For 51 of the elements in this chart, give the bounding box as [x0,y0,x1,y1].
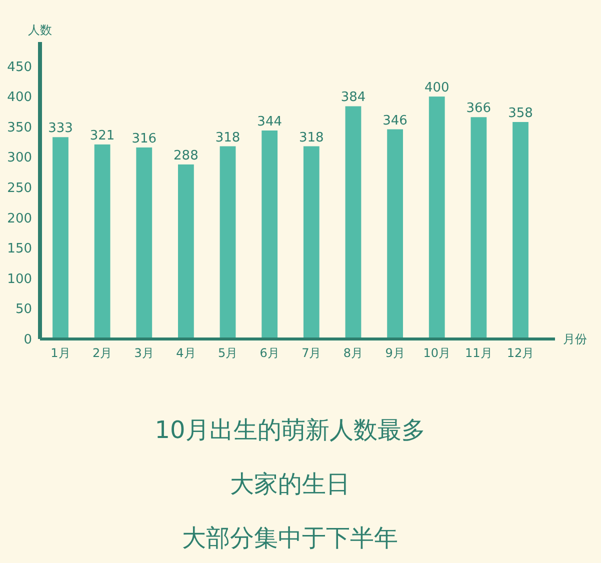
x-tick-label: 6月 [260,346,280,360]
x-tick-label: 9月 [385,346,405,360]
y-tick-label: 100 [7,272,32,287]
x-tick-label: 4月 [176,346,196,360]
y-tick-label: 0 [24,332,32,348]
text: 大家的生日 [230,470,350,498]
bar [136,147,152,339]
bar [303,146,320,339]
x-tick-label: 11月 [465,346,492,360]
bar [470,117,487,339]
bar [345,106,362,339]
data-label: 318 [298,130,324,146]
bar [512,122,528,339]
bar [220,146,236,339]
y-tick-label: 200 [7,211,32,226]
text: 大部分集中于下半年 [182,524,398,552]
data-label: 400 [424,80,450,96]
bar [428,96,445,339]
x-tick-label: 12月 [506,346,534,360]
y-tick-label: 400 [7,90,32,106]
data-label: 288 [174,148,198,164]
text: 10月出生的萌新人数最多 [154,416,426,444]
data-label: 321 [90,128,115,144]
x-tick-label: 3月 [134,346,154,360]
data-label: 358 [508,106,533,122]
data-label: 346 [382,113,408,128]
data-label: 344 [257,114,282,130]
x-tick-label: 2月 [92,346,112,360]
x-tick-label: 7月 [302,346,322,360]
y-tick-label: 50 [15,302,32,318]
y-tick-label: 450 [7,60,32,75]
data-label: 384 [340,90,366,106]
y-axis-title: 人数 [28,23,52,37]
data-label: 366 [466,101,492,116]
y-tick-label: 250 [7,181,32,196]
bar [262,130,278,339]
bar [178,164,194,339]
data-label: 333 [48,121,73,136]
x-tick-label: 5月 [218,346,238,360]
y-tick-label: 150 [7,242,32,257]
bar [387,129,403,339]
y-tick-label: 350 [7,120,32,136]
x-tick-label: 1月 [50,346,70,360]
bar [52,137,68,339]
bar [94,144,110,339]
data-label: 316 [132,131,157,146]
y-tick-label: 300 [7,150,32,166]
x-tick-label: 8月 [343,346,364,360]
x-axis-title: 月份 [563,332,587,346]
data-label: 318 [215,130,240,146]
x-tick-label: 10月 [423,346,451,360]
